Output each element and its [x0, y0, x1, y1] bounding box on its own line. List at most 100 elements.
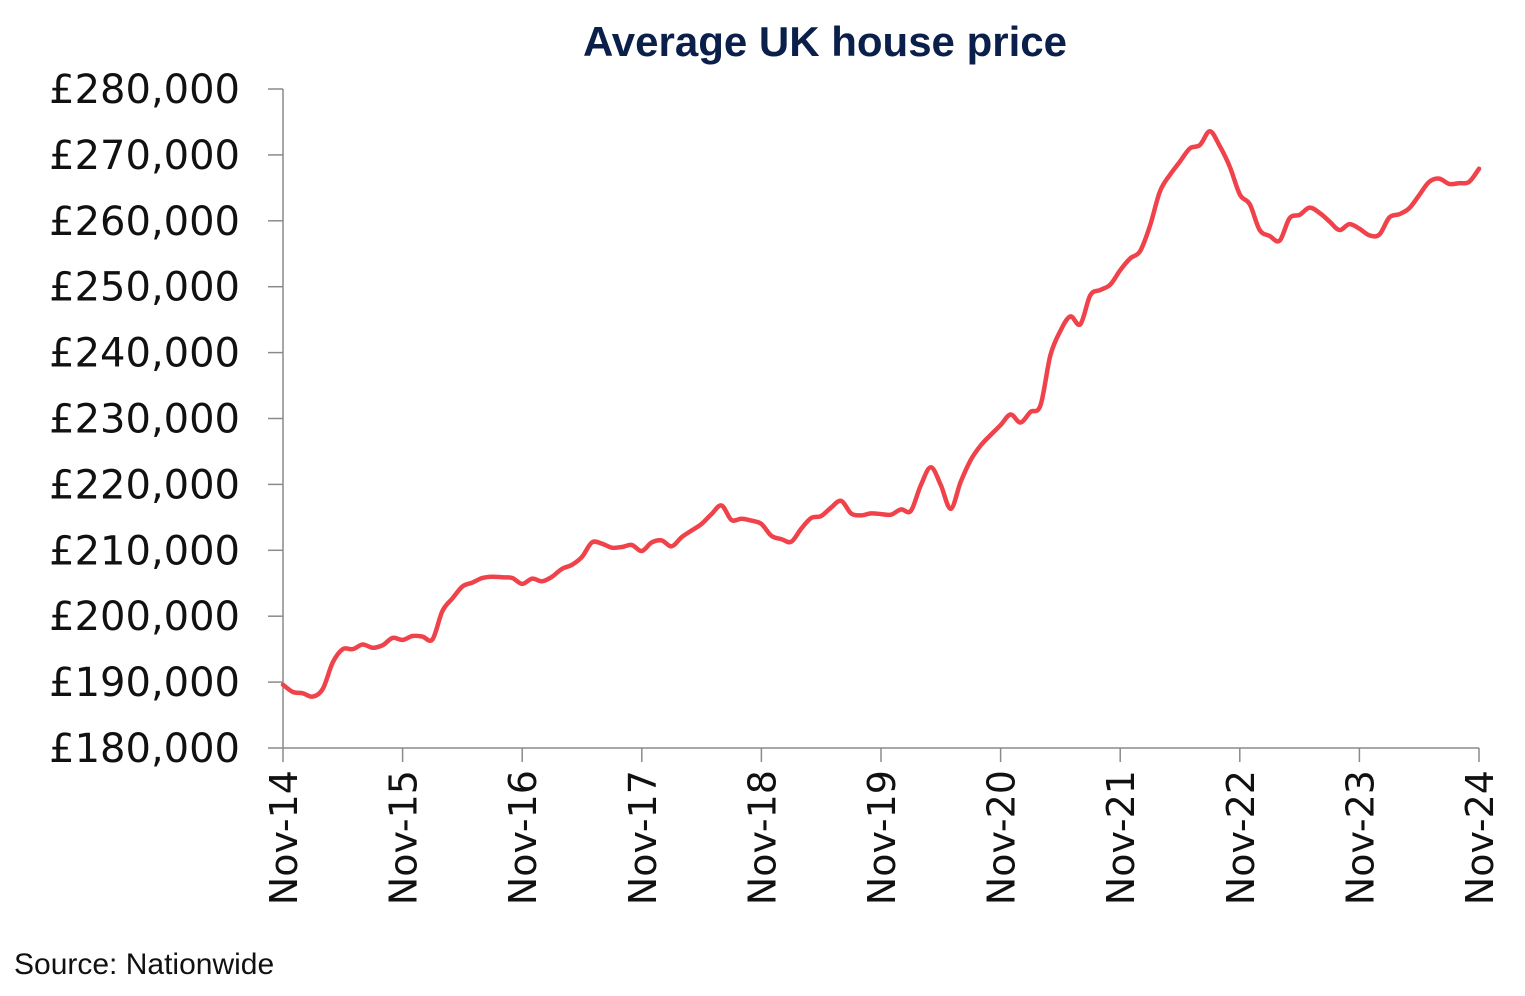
data-point — [769, 534, 773, 538]
x-tick-label: Nov-19 — [860, 770, 904, 905]
data-point — [371, 646, 375, 650]
data-point — [899, 507, 903, 511]
data-point — [1208, 129, 1212, 133]
data-point — [1198, 143, 1202, 147]
y-tick-label: £240,000 — [49, 331, 240, 377]
data-point — [1019, 421, 1023, 425]
data-point — [749, 519, 753, 523]
data-point — [1477, 167, 1481, 171]
data-point — [381, 643, 385, 647]
x-axis: Nov-14 Nov-15 Nov-16 Nov-17 Nov-18 Nov-19 Nov-… — [262, 747, 1502, 905]
data-point — [510, 576, 514, 580]
data-point — [281, 683, 285, 687]
data-point — [829, 506, 833, 510]
data-point — [1058, 329, 1062, 333]
data-point — [441, 609, 445, 613]
data-point — [560, 567, 564, 571]
data-point — [470, 581, 474, 585]
data-point — [1427, 180, 1431, 184]
data-point — [1009, 413, 1013, 417]
data-point — [640, 549, 644, 553]
data-point — [331, 660, 335, 664]
data-point — [959, 480, 963, 484]
data-point — [361, 643, 365, 647]
series-line-house-price — [280, 128, 1482, 699]
data-point — [630, 543, 634, 547]
data-point — [969, 458, 973, 462]
data-point — [291, 690, 295, 694]
data-point — [421, 635, 425, 639]
data-point — [1308, 206, 1312, 210]
data-point — [839, 499, 843, 503]
data-point — [919, 483, 923, 487]
data-point — [500, 575, 504, 579]
data-point — [909, 509, 913, 513]
data-point — [490, 575, 494, 579]
data-point — [1088, 293, 1092, 297]
data-point — [979, 444, 983, 448]
y-tick-label: £250,000 — [49, 265, 240, 311]
data-point — [939, 483, 943, 487]
data-point — [401, 638, 405, 642]
data-point — [391, 636, 395, 640]
data-point — [1417, 193, 1421, 197]
data-point — [1148, 223, 1152, 227]
data-point — [720, 504, 724, 508]
data-point — [680, 535, 684, 539]
data-point — [1108, 283, 1112, 287]
data-point — [1188, 146, 1192, 150]
data-point — [1258, 228, 1262, 232]
y-tick-label: £270,000 — [49, 133, 240, 179]
data-point — [321, 687, 325, 691]
y-tick-label: £280,000 — [49, 67, 240, 113]
data-point — [1228, 165, 1232, 169]
data-point — [849, 511, 853, 515]
data-point — [1118, 268, 1122, 272]
data-point — [819, 514, 823, 518]
data-point — [779, 537, 783, 541]
data-point — [690, 529, 694, 533]
y-axis: £180,000 £190,000 £200,000 £210,000 £220,000… — [49, 67, 284, 772]
data-point — [999, 423, 1003, 427]
data-point — [1098, 288, 1102, 292]
data-point — [989, 433, 993, 437]
data-point — [520, 582, 524, 586]
y-tick-label: £190,000 — [49, 660, 240, 706]
data-point — [730, 518, 734, 522]
data-point — [1268, 234, 1272, 238]
y-tick-label: £220,000 — [49, 462, 240, 508]
data-point — [1278, 239, 1282, 243]
data-point — [1248, 202, 1252, 206]
data-point — [1068, 314, 1072, 318]
data-point — [1078, 322, 1082, 326]
data-point — [1407, 206, 1411, 210]
data-point — [1218, 144, 1222, 148]
data-point — [879, 512, 883, 516]
data-point — [1158, 189, 1162, 193]
data-point — [1288, 216, 1292, 220]
data-point — [1467, 180, 1471, 184]
data-point — [859, 513, 863, 517]
y-tick-label: £200,000 — [49, 594, 240, 640]
x-tick-label: Nov-15 — [382, 770, 426, 905]
data-point — [620, 545, 624, 549]
data-point — [1318, 211, 1322, 215]
data-point — [580, 555, 584, 559]
data-point — [1138, 249, 1142, 253]
x-tick-label: Nov-23 — [1338, 770, 1382, 905]
data-point — [570, 563, 574, 567]
data-point — [550, 575, 554, 579]
data-point — [431, 637, 435, 641]
data-point — [1457, 181, 1461, 185]
data-point — [1238, 192, 1242, 196]
data-point — [1397, 212, 1401, 216]
data-point — [949, 507, 953, 511]
data-point — [1377, 233, 1381, 237]
data-point — [809, 516, 813, 520]
data-point — [301, 691, 305, 695]
source-note: Source: Nationwide — [14, 948, 275, 981]
data-point — [1048, 353, 1052, 357]
data-point — [660, 538, 664, 542]
series-layer — [280, 128, 1482, 699]
